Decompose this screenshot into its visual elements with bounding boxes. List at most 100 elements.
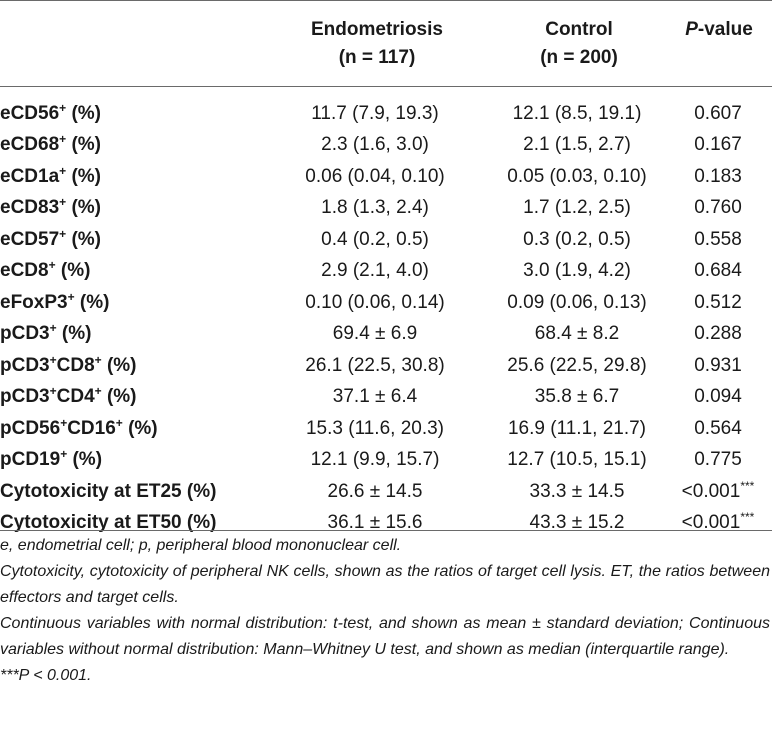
- note-methods: Continuous variables with normal distrib…: [0, 615, 770, 658]
- endometriosis-value: 2.3 (1.6, 3.0): [321, 134, 429, 156]
- table-row: pCD19+ (%) 12.1 (9.9, 15.7) 12.7 (10.5, 15…: [0, 445, 772, 477]
- table-row: Cytotoxicity at ET25 (%) 26.6 ± 14.5 33.3 …: [0, 476, 772, 508]
- row-label-sup: +: [115, 415, 123, 430]
- row-label-unit: (%): [67, 449, 103, 471]
- note-cytotoxicity: Cytotoxicity, cytotoxicity of peripheral…: [0, 563, 770, 606]
- header-endometriosis: Endometriosis (n = 117): [262, 16, 492, 72]
- row-label-text: pCD56: [0, 417, 61, 439]
- control-value: 12.7 (10.5, 15.1): [507, 449, 647, 471]
- endometriosis-value: 0.4 (0.2, 0.5): [321, 228, 429, 250]
- row-label: pCD3+CD4+ (%): [0, 382, 260, 414]
- row-label-unit: (%): [74, 291, 110, 313]
- row-label-text: eCD56: [0, 102, 60, 124]
- control-value: 43.3 ± 15.2: [529, 512, 625, 534]
- footnotes: e, endometrial cell; p, peripheral blood…: [0, 533, 770, 689]
- endometriosis-value: 26.6 ± 14.5: [327, 480, 423, 502]
- row-label-unit: (%): [101, 354, 137, 376]
- endometriosis-value: 36.1 ± 15.6: [327, 512, 423, 534]
- row-label: Cytotoxicity at ET50 (%): [0, 508, 260, 540]
- row-label-sup: +: [94, 384, 102, 399]
- p-value: 0.931: [664, 350, 772, 382]
- row-label-sup: +: [60, 447, 68, 462]
- row-label: eCD57+ (%): [0, 224, 260, 256]
- p-value-text: 0.564: [694, 417, 742, 439]
- p-value-text: 0.094: [694, 386, 742, 408]
- row-label-text: eFoxP3: [0, 291, 68, 313]
- row-label: eFoxP3+ (%): [0, 287, 260, 319]
- p-value: 0.684: [664, 256, 772, 288]
- row-label-text: pCD19: [0, 449, 61, 471]
- row-label-unit: (%): [66, 102, 101, 124]
- endometriosis-value: 0.10 (0.06, 0.14): [305, 291, 445, 313]
- header-pvalue-p: P: [685, 19, 698, 40]
- row-label-text: CD4: [56, 386, 95, 408]
- row-label: eCD8+ (%): [0, 256, 260, 288]
- table-row: pCD3+ (%) 69.4 ± 6.9 68.4 ± 8.2 0.288: [0, 319, 772, 351]
- header-endometriosis-label: Endometriosis: [311, 19, 443, 40]
- control-value: 12.1 (8.5, 19.1): [512, 102, 642, 124]
- row-label-sup: +: [59, 132, 67, 147]
- row-label: Cytotoxicity at ET25 (%): [0, 476, 260, 508]
- table-row: pCD3+CD8+ (%) 26.1 (22.5, 30.8) 25.6 (22.5…: [0, 350, 772, 382]
- p-value: 0.094: [664, 382, 772, 414]
- row-label-text: eCD8: [0, 260, 49, 282]
- table-row: Cytotoxicity at ET50 (%) 36.1 ± 15.6 43.3 …: [0, 508, 772, 540]
- header-control-label: Control: [545, 19, 613, 40]
- row-label: pCD56+CD16+ (%): [0, 413, 260, 445]
- row-label-sup: +: [67, 289, 75, 304]
- p-value: <0.001***: [664, 476, 772, 508]
- p-value-text: 0.931: [694, 354, 742, 376]
- p-value-sup: ***: [740, 510, 755, 525]
- p-value-text: 0.775: [694, 449, 742, 471]
- p-value-text: 0.183: [694, 165, 742, 187]
- endometriosis-value: 37.1 ± 6.4: [332, 386, 418, 408]
- p-value: 0.760: [664, 193, 772, 225]
- note-abbreviations: e, endometrial cell; p, peripheral blood…: [0, 537, 402, 554]
- p-value-text: 0.607: [694, 102, 742, 124]
- p-value: 0.512: [664, 287, 772, 319]
- row-label-unit: (%): [66, 165, 101, 187]
- row-label-sup: +: [59, 195, 67, 210]
- p-value-text: 0.558: [694, 228, 742, 250]
- row-label-text: Cytotoxicity at ET25 (%): [0, 480, 217, 502]
- control-value: 0.05 (0.03, 0.10): [507, 165, 647, 187]
- p-value-text: <0.001: [681, 480, 741, 502]
- header-rule: [0, 86, 772, 87]
- row-label-unit: (%): [66, 134, 101, 156]
- control-value: 0.09 (0.06, 0.13): [507, 291, 647, 313]
- control-value: 25.6 (22.5, 29.8): [507, 354, 647, 376]
- p-value: 0.288: [664, 319, 772, 351]
- p-value: 0.564: [664, 413, 772, 445]
- p-value-text: <0.001: [681, 512, 741, 534]
- endometriosis-value: 15.3 (11.6, 20.3): [305, 417, 445, 439]
- row-label-text: pCD3: [0, 323, 50, 345]
- endometriosis-value: 12.1 (9.9, 15.7): [310, 449, 440, 471]
- p-value-sup: ***: [740, 478, 755, 493]
- top-rule: [0, 0, 772, 1]
- table-row: eCD8+ (%) 2.9 (2.1, 4.0) 3.0 (1.9, 4.2) 0.6…: [0, 256, 772, 288]
- row-label-sup: +: [59, 226, 67, 241]
- endometriosis-value: 0.06 (0.04, 0.10): [305, 165, 445, 187]
- table-row: pCD56+CD16+ (%) 15.3 (11.6, 20.3) 16.9 (11…: [0, 413, 772, 445]
- bottom-rule: [0, 530, 772, 531]
- row-label-text: eCD83: [0, 197, 60, 219]
- endometriosis-value: 26.1 (22.5, 30.8): [305, 354, 445, 376]
- p-value: 0.558: [664, 224, 772, 256]
- endometriosis-value: 69.4 ± 6.9: [332, 323, 418, 345]
- table-row: eCD57+ (%) 0.4 (0.2, 0.5) 0.3 (0.2, 0.5) 0.…: [0, 224, 772, 256]
- data-table: eCD56+ (%) 11.7 (7.9, 19.3) 12.1 (8.5, 19.…: [0, 98, 772, 539]
- row-label-sup: +: [49, 321, 57, 336]
- row-label-sup: +: [59, 100, 67, 115]
- row-label-unit: (%): [101, 386, 137, 408]
- row-label: eCD1a+ (%): [0, 161, 260, 193]
- control-value: 16.9 (11.1, 21.7): [507, 417, 647, 439]
- control-value: 68.4 ± 8.2: [534, 323, 620, 345]
- p-value: 0.607: [664, 98, 772, 130]
- control-value: 1.7 (1.2, 2.5): [523, 197, 631, 219]
- header-control: Control (n = 200): [492, 16, 666, 72]
- endometriosis-value: 2.9 (2.1, 4.0): [321, 260, 429, 282]
- note-significance: ***P < 0.001.: [0, 667, 92, 684]
- row-label-unit: (%): [55, 260, 91, 282]
- row-label-sup: +: [59, 163, 67, 178]
- p-value-text: 0.760: [694, 197, 742, 219]
